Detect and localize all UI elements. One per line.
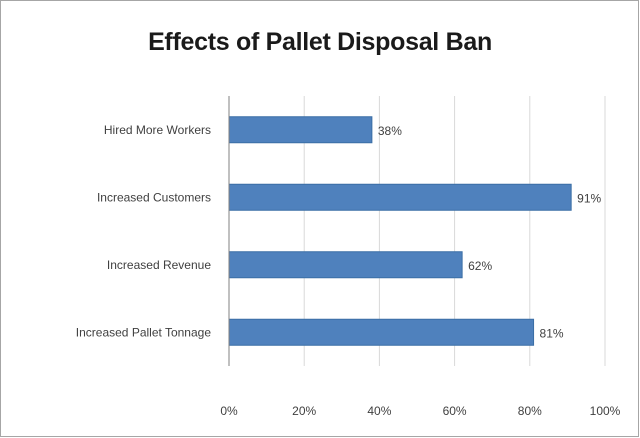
bar xyxy=(228,318,535,346)
bar xyxy=(228,251,463,279)
chart-title: Effects of Pallet Disposal Ban xyxy=(148,28,492,56)
data-label: 91% xyxy=(577,191,601,205)
x-tick-label: 40% xyxy=(367,404,391,418)
category-label: Increased Revenue xyxy=(107,258,211,272)
x-tick-label: 100% xyxy=(590,404,621,418)
category-label: Increased Pallet Tonnage xyxy=(76,325,212,339)
category-label: Increased Customers xyxy=(97,190,211,204)
x-tick-label: 80% xyxy=(518,404,542,418)
data-label: 62% xyxy=(468,259,492,273)
x-tick-label: 20% xyxy=(292,404,316,418)
category-label: Hired More Workers xyxy=(104,123,211,137)
bar xyxy=(228,183,572,211)
data-label: 81% xyxy=(540,326,564,340)
x-tick-label: 0% xyxy=(220,404,238,418)
x-tick-label: 60% xyxy=(443,404,467,418)
bar xyxy=(228,116,373,144)
data-label: 38% xyxy=(378,124,402,138)
